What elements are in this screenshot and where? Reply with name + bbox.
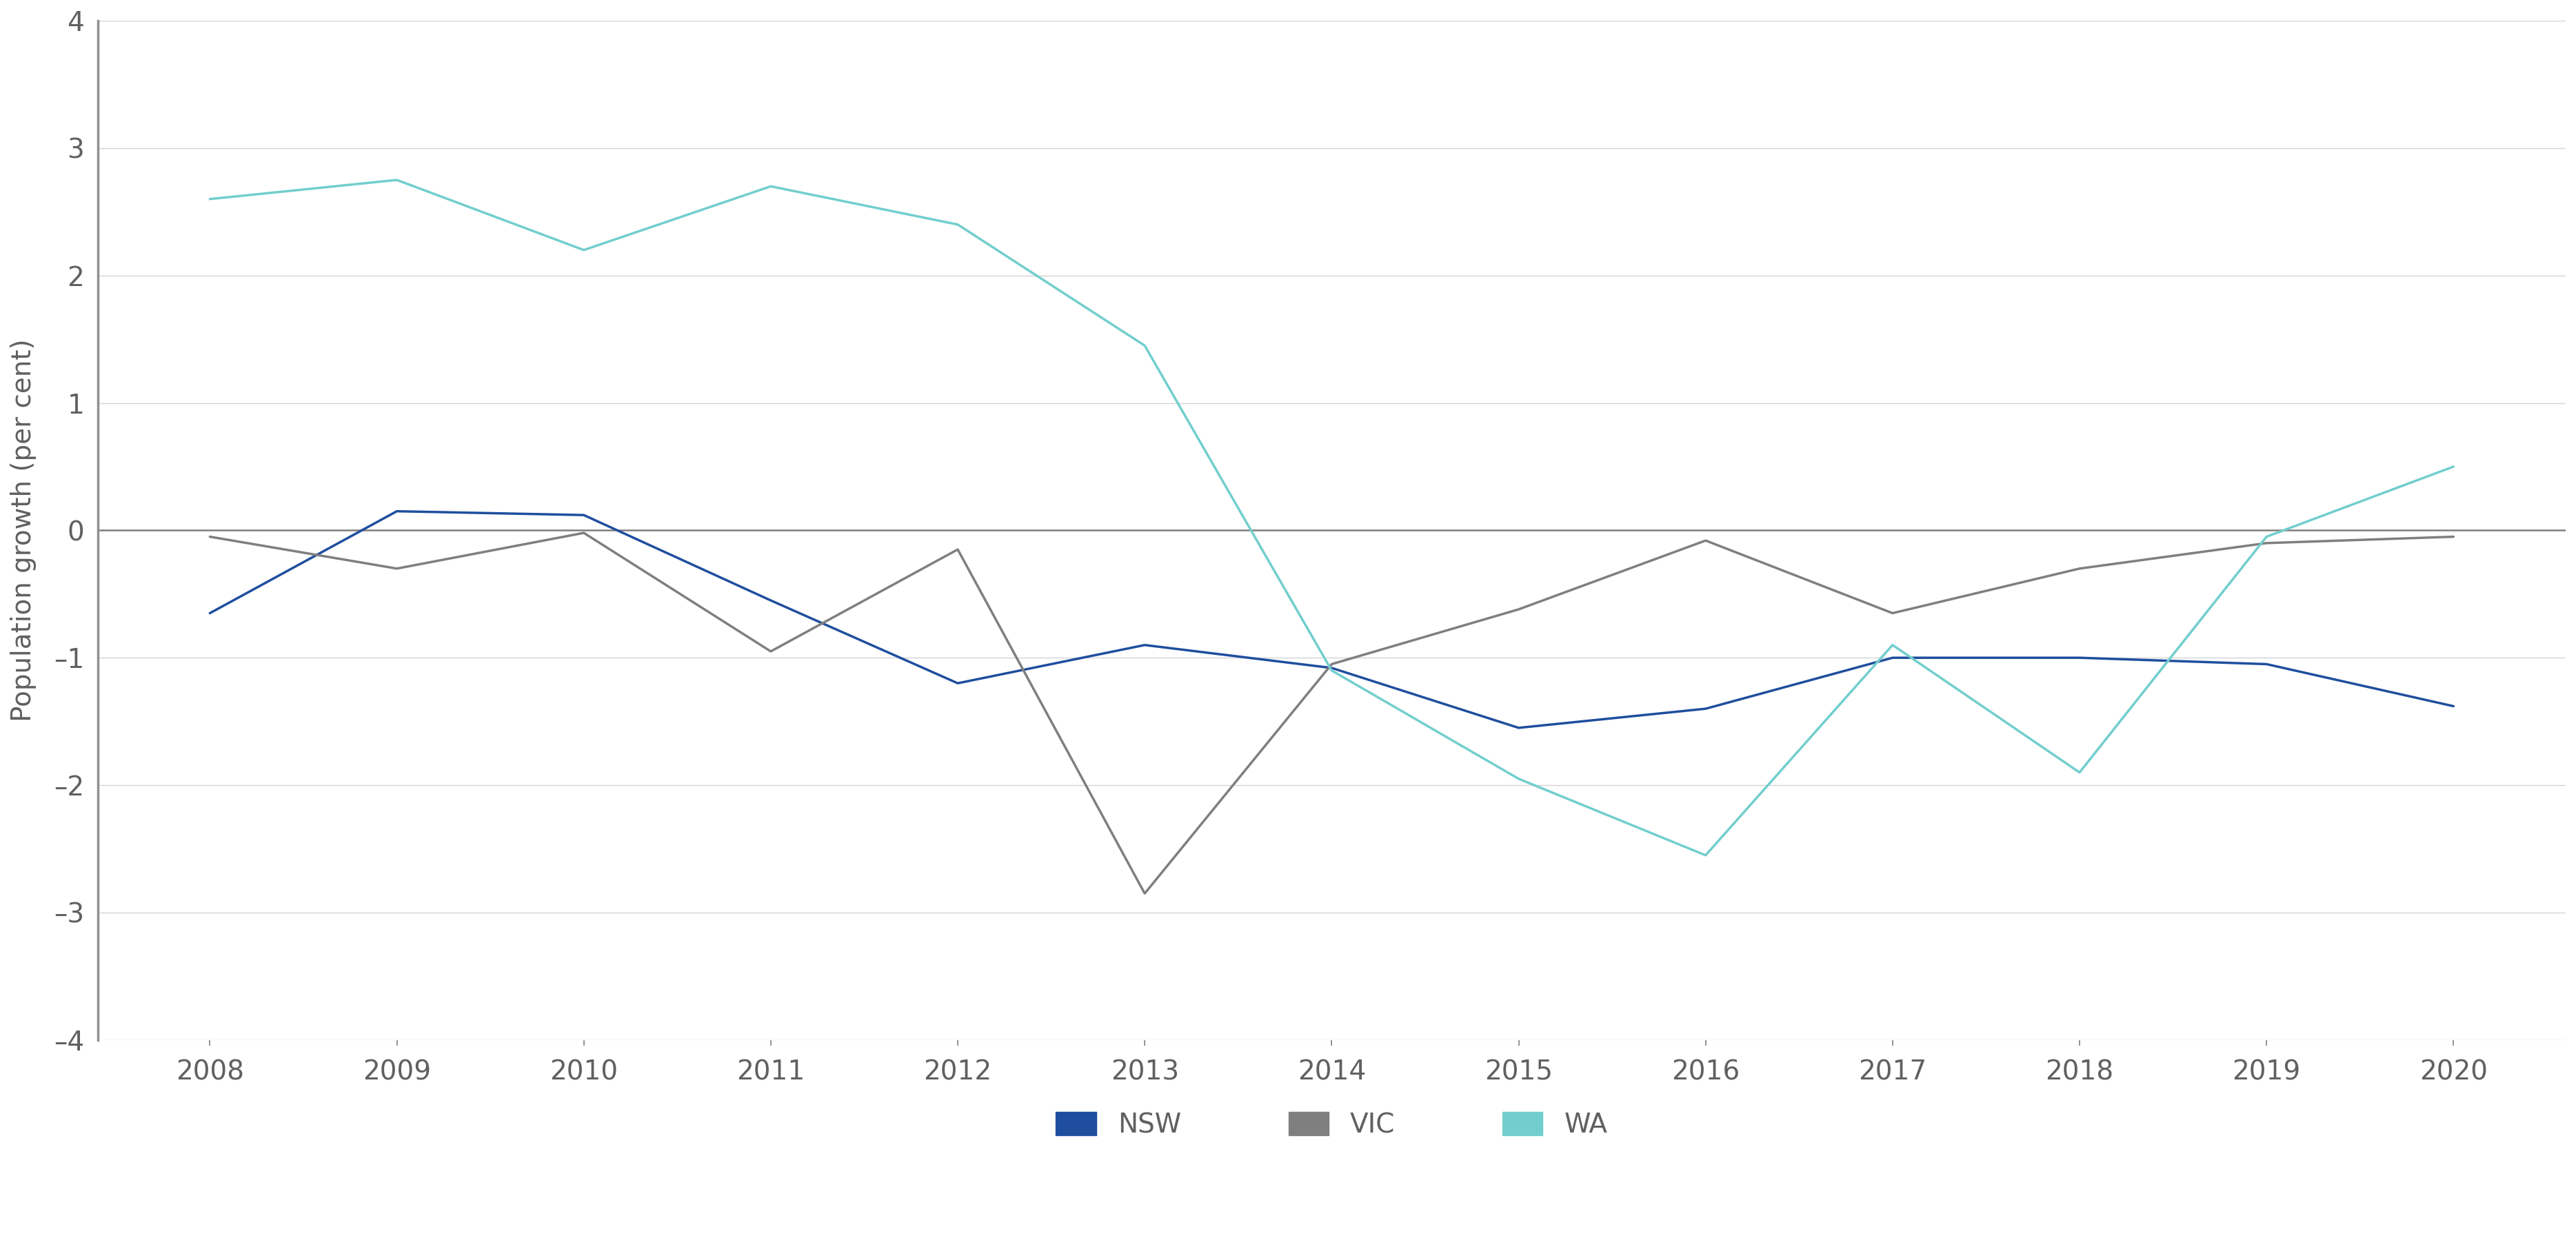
VIC — [943, 542, 974, 557]
WA — [2437, 459, 2468, 474]
WA — [381, 172, 412, 187]
NSW — [1504, 721, 1535, 735]
WA — [2251, 530, 2282, 545]
Line: VIC: VIC — [209, 532, 2452, 894]
Line: WA: WA — [209, 180, 2452, 855]
VIC — [2437, 530, 2468, 545]
WA — [755, 180, 786, 194]
WA — [2063, 765, 2094, 780]
NSW — [381, 504, 412, 519]
VIC — [1504, 602, 1535, 617]
VIC — [1128, 886, 1159, 901]
Y-axis label: Population growth (per cent): Population growth (per cent) — [10, 339, 36, 722]
VIC — [2063, 561, 2094, 576]
VIC — [193, 530, 224, 545]
VIC — [1690, 534, 1721, 548]
WA — [1504, 771, 1535, 786]
NSW — [2251, 656, 2282, 671]
NSW — [193, 605, 224, 620]
NSW — [2063, 650, 2094, 665]
VIC — [1316, 656, 1347, 671]
VIC — [1878, 605, 1909, 620]
NSW — [1690, 701, 1721, 716]
NSW — [2437, 698, 2468, 713]
NSW — [1316, 661, 1347, 676]
VIC — [755, 644, 786, 659]
WA — [1878, 638, 1909, 652]
NSW — [1128, 638, 1159, 652]
NSW — [943, 676, 974, 691]
NSW — [1878, 650, 1909, 665]
VIC — [2251, 536, 2282, 551]
WA — [1316, 664, 1347, 678]
NSW — [569, 508, 600, 522]
NSW — [755, 593, 786, 608]
WA — [1128, 338, 1159, 353]
WA — [569, 243, 600, 258]
Line: NSW: NSW — [209, 511, 2452, 728]
VIC — [381, 561, 412, 576]
WA — [1690, 848, 1721, 863]
WA — [193, 192, 224, 207]
WA — [943, 217, 974, 232]
Legend: NSW, VIC, WA: NSW, VIC, WA — [1046, 1101, 1618, 1149]
VIC — [569, 525, 600, 540]
